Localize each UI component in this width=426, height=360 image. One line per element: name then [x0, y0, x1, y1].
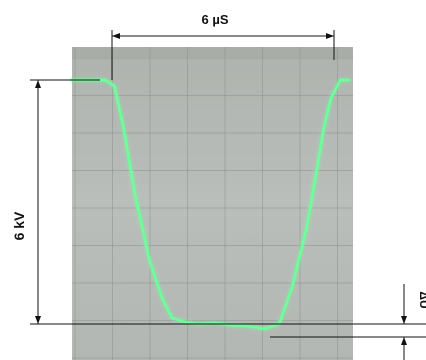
droop-label: ΔU: [417, 291, 426, 308]
pulse-width-arrowhead-left: [112, 33, 120, 39]
pulse-width-label: 6 µS: [201, 12, 228, 27]
graticule-grid: [72, 47, 353, 360]
amplitude-arrowhead-bottom: [35, 316, 41, 324]
droop-arrowhead-lower: [401, 337, 407, 345]
droop-arrowhead-upper: [401, 316, 407, 324]
scope-screen: [72, 47, 353, 360]
screen-top-shadow: [72, 47, 353, 57]
amplitude-arrowhead-top: [35, 80, 41, 88]
amplitude-label: 6 kV: [11, 211, 27, 240]
pulse-width-arrowhead-right: [326, 33, 334, 39]
